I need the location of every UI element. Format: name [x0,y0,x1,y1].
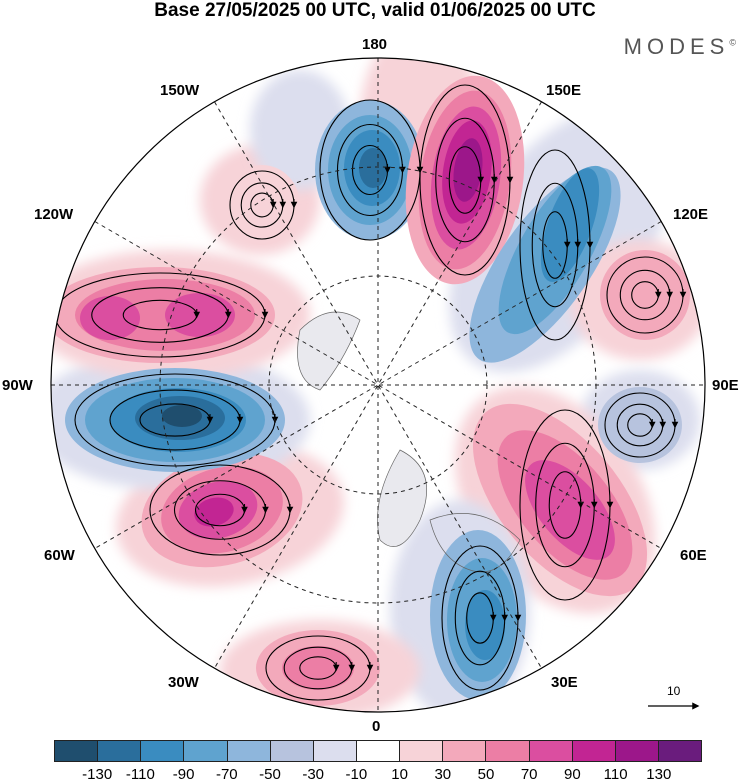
colorbar-swatch [658,741,702,761]
colorbar-tick-label: -130 [82,766,113,783]
colorbar-tick-label: -30 [302,766,325,783]
cell-central-asia-high [600,250,690,340]
reference-vector-label: 10 [667,684,681,698]
lon-label-150w: 150W [160,82,200,99]
meridian-150w-30e [214,101,542,669]
cell-north-atlantic-high [256,630,380,706]
lon-label-90w: 90W [2,377,33,394]
lon-label-60e: 60E [680,547,707,564]
colorbar-tick-label: -90 [172,766,195,783]
colorbar-swatch [529,741,573,761]
colorbar-tick-label: 90 [564,766,581,783]
colorbar-tick-label: -110 [125,766,155,783]
colorbar [54,740,702,762]
colorbar-swatch [313,741,357,761]
lon-label-30w: 30W [168,674,199,691]
colorbar-swatch [270,741,314,761]
lon-label-0: 0 [372,718,381,735]
brand-mark: © [729,37,736,48]
graticule [51,58,705,712]
anomaly-shading [51,58,705,712]
greenland [377,449,427,547]
colorbar-tick-label: -70 [215,766,238,783]
cell-scandinavia-low [430,530,526,700]
lon-label-180: 180 [362,36,388,53]
colorbar-swatch [184,741,228,761]
map-title: Base 27/05/2025 00 UTC, valid 01/06/2025… [154,0,596,21]
streamlines [54,84,687,701]
lon-label-60w: 60W [44,547,75,564]
colorbar-tick-label: 70 [520,766,538,783]
parallel-50n [159,166,597,604]
arctic-archipelago [297,311,361,391]
brand-text: MODES [623,34,730,59]
colorbar-tick-label: 130 [646,766,672,783]
lon-label-90e: 90E [712,377,739,394]
colorbar-tick-label: -10 [345,766,368,783]
cell-north-pacific-low [315,100,425,240]
colorbar-swatch [572,741,616,761]
cell-canada-low [65,368,285,472]
cell-alaska-high [224,165,300,245]
parallel-70n [268,275,488,495]
colorbar-labels: -130 -110 -90 -70 -50 -30 -10 10 30 50 70 90 110 130 [54,766,702,783]
modes-logo: MODES© [624,34,736,60]
map-border [50,57,706,713]
colorbar-swatch [55,741,99,761]
colorbar-swatch [227,741,271,761]
colorbar-swatch [141,741,185,761]
cell-urals-low [598,387,682,463]
cell-western-atlantic-high [141,452,303,568]
lon-label-30e: 30E [551,674,578,691]
colorbar-swatch [615,741,659,761]
colorbar-tick-label: 10 [391,766,408,783]
lon-label-150e: 150E [546,82,582,99]
colorbar-swatch [486,741,530,761]
colorbar-tick-label: 30 [434,766,452,783]
pole-area [320,330,450,440]
lon-label-120w: 120W [34,206,74,223]
colorbar-swatch [443,741,487,761]
colorbar-swatch [356,741,401,761]
colorbar-swatch [98,741,142,761]
colorbar-tick-label: 50 [477,766,495,783]
cell-north-america-high [51,267,275,363]
colorbar-tick-label: -50 [259,766,281,783]
cell-west-russia-high [472,403,648,597]
colorbar-tick-label: 110 [603,766,628,783]
lon-label-120e: 120E [673,206,709,223]
colorbar-swatch [400,741,444,761]
